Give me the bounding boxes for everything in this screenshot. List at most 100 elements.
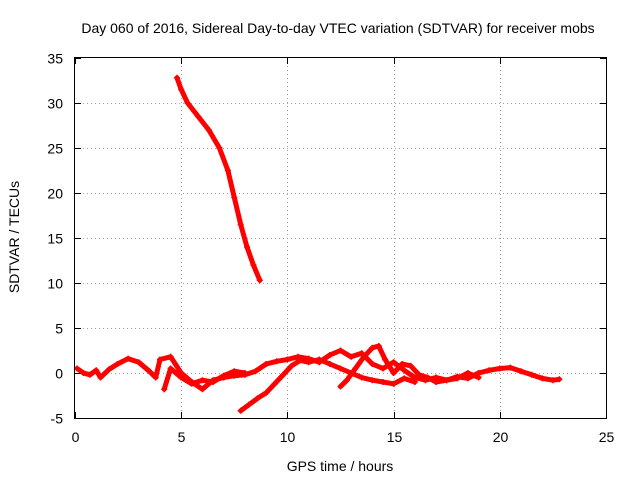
data-point (146, 368, 153, 375)
data-point (369, 377, 376, 384)
data-point (316, 356, 323, 363)
data-point (220, 372, 227, 379)
data-point (256, 277, 263, 284)
y-tick-label: 20 (47, 186, 63, 202)
series-baseline-trace-b (161, 365, 248, 393)
data-point (464, 370, 471, 376)
y-tick-label: 30 (47, 96, 63, 112)
data-point (454, 375, 461, 382)
data-point (337, 365, 344, 372)
y-tick-label: 35 (47, 51, 63, 67)
data-point (156, 356, 163, 363)
data-point (199, 377, 206, 384)
data-point (216, 145, 223, 151)
data-point (379, 365, 386, 372)
data-point (86, 371, 93, 378)
data-point (254, 395, 261, 402)
data-point (352, 365, 359, 372)
data-point (390, 359, 397, 366)
data-point (401, 375, 408, 382)
data-point (273, 358, 280, 365)
data-point (231, 194, 238, 201)
data-point (271, 380, 278, 387)
data-point (167, 365, 174, 372)
series-rising-trace (237, 356, 418, 414)
data-point (74, 365, 81, 372)
data-point (424, 374, 431, 381)
plot-frame (74, 57, 607, 419)
data-point (443, 377, 450, 384)
data-point (375, 343, 382, 349)
data-point (205, 127, 212, 133)
series-line (74, 348, 562, 392)
data-point (464, 375, 471, 382)
series-line (174, 75, 263, 283)
data-point (401, 367, 408, 374)
data-point (369, 344, 376, 351)
data-point (244, 244, 251, 250)
data-point (152, 374, 159, 381)
data-point (358, 374, 365, 381)
chart-title: Day 060 of 2016, Sidereal Day-to-day VTE… (81, 20, 594, 36)
data-point (188, 380, 195, 387)
data-point (125, 355, 132, 362)
y-tick-label: 10 (47, 276, 63, 292)
series-layer (74, 74, 563, 414)
data-point (280, 371, 287, 378)
data-point (210, 379, 217, 385)
data-point (80, 370, 87, 376)
data-point (237, 221, 244, 228)
y-tick-label: 15 (47, 231, 63, 247)
data-point (411, 379, 418, 385)
data-point (173, 74, 180, 81)
data-point (348, 353, 355, 360)
data-point (539, 375, 546, 382)
data-point (161, 386, 168, 393)
data-point (369, 361, 376, 367)
data-point (518, 368, 525, 375)
data-point (224, 167, 231, 174)
y-tick-label: 5 (55, 321, 63, 337)
grid-layer (75, 58, 606, 418)
data-point (326, 352, 333, 358)
data-point (507, 364, 514, 371)
data-point (263, 389, 270, 396)
data-point (195, 113, 202, 120)
data-point (297, 357, 304, 364)
data-point (263, 361, 270, 367)
data-point (407, 362, 414, 369)
y-tick-label: -5 (51, 411, 64, 427)
data-point (178, 374, 185, 381)
data-point (382, 356, 389, 363)
x-axis-label: GPS time / hours (287, 458, 394, 474)
data-point (250, 262, 257, 268)
data-point (284, 356, 291, 363)
data-point (178, 86, 185, 93)
data-point (114, 361, 121, 367)
data-point (246, 401, 253, 408)
data-point (556, 376, 563, 383)
data-point (305, 359, 312, 366)
data-point (390, 370, 397, 376)
series-middle-trace (337, 343, 482, 390)
data-point (105, 366, 112, 373)
data-point (486, 367, 493, 374)
data-point (241, 370, 248, 376)
data-point (97, 374, 104, 381)
x-tick-label: 25 (599, 429, 615, 445)
series-baseline-trace-a (74, 347, 563, 393)
x-tick-label: 0 (72, 429, 80, 445)
x-tick-label: 20 (493, 429, 509, 445)
data-point (237, 407, 244, 414)
data-point (343, 377, 350, 384)
y-tick-label: 0 (55, 366, 63, 382)
data-point (288, 362, 295, 369)
data-point (433, 379, 440, 385)
data-point (93, 367, 100, 374)
x-tick-label: 10 (280, 429, 296, 445)
data-point (135, 359, 142, 366)
data-point (379, 379, 386, 385)
data-point (358, 350, 365, 357)
